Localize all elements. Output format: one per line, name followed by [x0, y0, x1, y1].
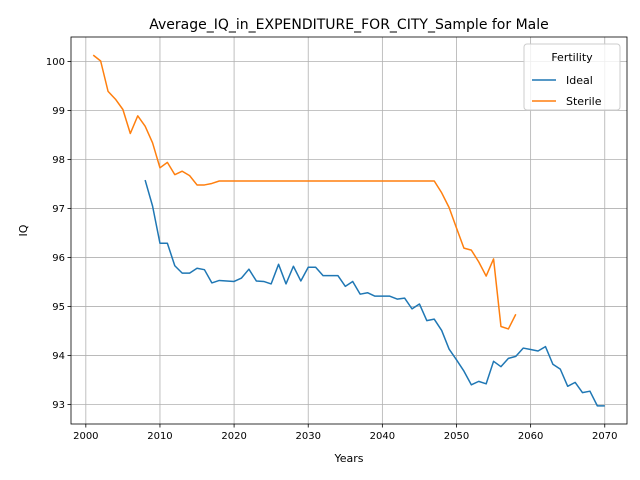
x-tick-label: 2020	[221, 431, 246, 442]
y-tick-label: 100	[46, 57, 65, 68]
x-tick-label: 2050	[444, 431, 469, 442]
x-tick-label: 2030	[296, 431, 321, 442]
x-tick-label: 2070	[592, 431, 617, 442]
y-tick-label: 96	[52, 253, 65, 264]
x-axis-label: Years	[333, 452, 363, 465]
legend-items: Ideal Sterile	[532, 74, 602, 108]
y-tick-label: 95	[52, 302, 65, 313]
y-tick-label: 98	[52, 155, 65, 166]
y-axis-label: IQ	[17, 224, 30, 236]
y-tick-label: 93	[52, 400, 65, 411]
plot-frame	[70, 36, 628, 425]
y-tick-label: 94	[52, 351, 65, 362]
x-tick-label: 2000	[73, 431, 98, 442]
legend-label-sterile: Sterile	[566, 95, 602, 108]
legend-label-ideal: Ideal	[566, 74, 593, 87]
x-tick-label: 2040	[370, 431, 395, 442]
legend-box	[523, 43, 621, 111]
y-tick-label: 99	[52, 106, 65, 117]
y-tick-label: 97	[52, 204, 65, 215]
series-lines	[92, 54, 605, 407]
series-line-sterile	[92, 54, 517, 330]
axis-ticks: 2000 2010 2020 2030 2040 2050 2060 2070 93 94 95 96…	[46, 57, 618, 442]
series-line-ideal	[144, 179, 605, 407]
legend: Fertility Ideal Sterile	[523, 43, 621, 111]
chart-title: Average_IQ_in_EXPENDITURE_FOR_CITY_Sampl…	[149, 17, 549, 33]
x-tick-label: 2060	[518, 431, 543, 442]
x-tick-label: 2010	[147, 431, 172, 442]
legend-title: Fertility	[551, 51, 593, 64]
